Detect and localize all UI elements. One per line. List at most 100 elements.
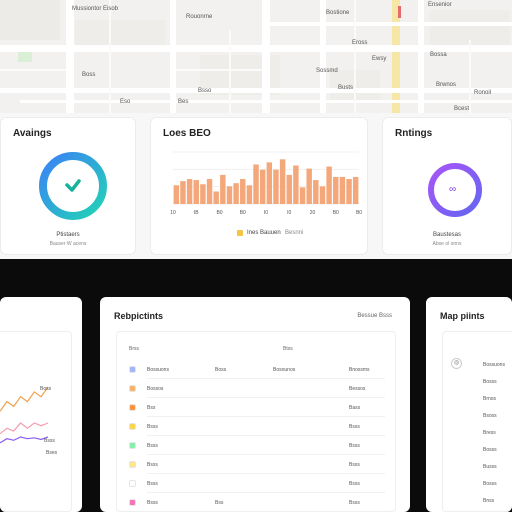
map-label: Eross <box>352 40 368 46</box>
bar[interactable] <box>293 165 299 204</box>
card-caption: Baustesas <box>432 232 462 238</box>
map-point-item[interactable]: Bosss <box>483 379 497 385</box>
table-row[interactable]: Bsss Bsss <box>117 436 395 455</box>
map-label: Eso <box>120 99 131 105</box>
table-row[interactable]: Bss Bass <box>117 398 395 417</box>
bar[interactable] <box>173 185 180 204</box>
bar[interactable] <box>333 176 339 204</box>
map-point-item[interactable]: Brnos <box>483 396 497 402</box>
progress-ring <box>428 163 482 217</box>
map-point-item[interactable]: Bosss <box>483 481 497 487</box>
table-cell: Bosounos <box>273 367 296 373</box>
bar[interactable] <box>233 183 239 204</box>
bar[interactable] <box>339 176 346 204</box>
x-tick-label: B0 <box>356 210 362 216</box>
table-row[interactable]: Bsss Bsss <box>117 455 395 474</box>
table-cell: Bsss <box>147 481 158 487</box>
bar[interactable] <box>220 174 226 204</box>
card-subcaption: Abse ol onns <box>432 241 462 247</box>
x-tick-label: IB <box>194 210 199 216</box>
x-tick-label: 10 <box>170 210 176 216</box>
bar[interactable] <box>326 166 332 204</box>
map-label: Bcest <box>454 106 470 112</box>
map-point-item[interactable]: Bress <box>483 430 496 436</box>
row-divider <box>147 416 385 417</box>
table-cell: Bnossms <box>349 367 370 373</box>
rntings-card[interactable]: Rntings ∞ Baustesas Abse ol onns <box>382 117 512 255</box>
map-label: Ewsy <box>372 56 387 62</box>
bottom-panels: Boss Bsss Bses Rebpictints Bessue Bsss B… <box>0 259 512 512</box>
map-label: Bsso <box>198 88 212 94</box>
map-view[interactable]: Mussiontor Eisob Rouonrne Bostione Ensen… <box>0 0 512 113</box>
row-icon <box>129 480 136 487</box>
location-pin-icon: ◎ <box>451 358 462 369</box>
map-label: Mussiontor Eisob <box>72 6 119 12</box>
map-label: Boss <box>82 72 96 78</box>
bar[interactable] <box>193 180 199 204</box>
bar[interactable] <box>206 179 213 204</box>
bar[interactable] <box>313 180 319 204</box>
table-row[interactable]: Bossos Bessos <box>117 379 395 398</box>
map-label: Ronoil <box>474 90 492 96</box>
bar[interactable] <box>306 168 312 204</box>
card-subcaption: Bauser W acens <box>49 241 87 247</box>
table-panel[interactable]: Rebpictints Bessue Bsss Brss Btss Bossuo… <box>100 297 410 512</box>
bar[interactable] <box>319 186 326 204</box>
row-icon <box>129 385 136 392</box>
row-divider <box>147 492 385 493</box>
table-row[interactable]: Bsss Bsss <box>117 474 395 493</box>
loes-chart-card[interactable]: Loes BEO 10 IB B0 B0 I0 I0 20 B0 B0 Ines Bauuen … <box>150 117 368 255</box>
bar[interactable] <box>240 179 246 204</box>
x-tick-label: I0 <box>287 210 291 216</box>
panel-title: Rebpictints <box>114 311 164 321</box>
bar[interactable] <box>352 176 359 204</box>
bar-chart: 10 IB B0 B0 I0 I0 20 B0 B0 <box>170 151 362 216</box>
bar[interactable] <box>180 181 186 204</box>
bar[interactable] <box>266 162 273 204</box>
map-point-item[interactable]: Bsoss <box>483 413 497 419</box>
row-icon <box>129 442 136 449</box>
table-cell: Bass <box>349 405 361 411</box>
table-cell: Bss <box>215 500 224 506</box>
legend-label: Ines Bauuen <box>247 230 281 236</box>
map-label: Brwnos <box>436 82 457 88</box>
legend-sub: Besnni <box>285 230 304 236</box>
map-point-item[interactable]: Bossuons <box>483 362 505 368</box>
map-label: Bossa <box>430 52 447 58</box>
bar[interactable] <box>346 179 352 204</box>
bar[interactable] <box>246 185 253 204</box>
table-row[interactable]: Bossuons Boss Bosounos Bnossms <box>117 360 395 379</box>
map-point-item[interactable]: Busss <box>483 464 497 470</box>
table-cell: Bessos <box>349 386 366 392</box>
bar[interactable] <box>213 191 219 204</box>
card-title: Avaings <box>13 128 52 139</box>
map-label: Rouonrne <box>186 14 213 20</box>
row-icon <box>129 461 136 468</box>
bar[interactable] <box>259 169 266 204</box>
map-point-item[interactable]: Bosss <box>483 447 497 453</box>
card-title: Rntings <box>395 128 433 139</box>
bar[interactable] <box>299 187 306 204</box>
bar[interactable] <box>286 174 292 204</box>
line-chart-panel[interactable]: Boss Bsss Bses <box>0 297 82 512</box>
bar[interactable] <box>200 184 206 204</box>
table-cell: Bsss <box>349 424 360 430</box>
map-point-item[interactable]: Bnss <box>483 498 495 504</box>
row-divider <box>147 397 385 398</box>
bar[interactable] <box>253 164 259 204</box>
table: Brss Btss Bossuons Boss Bosounos Bnossms Bos… <box>116 331 396 512</box>
bar[interactable] <box>279 159 286 204</box>
line-chart <box>0 386 49 444</box>
table-row[interactable]: Bsss Bss Bsss <box>117 493 395 512</box>
line-chart-frame <box>0 331 72 512</box>
check-icon <box>65 179 81 192</box>
view-all-link[interactable]: Bessue Bsss <box>357 313 392 319</box>
bar[interactable] <box>186 179 193 204</box>
bar[interactable] <box>273 169 279 204</box>
row-icon <box>129 499 136 506</box>
bar[interactable] <box>226 186 233 204</box>
table-row[interactable]: Bsss Bsss <box>117 417 395 436</box>
map-points-panel[interactable]: Map piints ◎ Bossuons Bosss Brnos Bsoss Bres… <box>426 297 512 512</box>
ratings-card[interactable]: Avaings Ptistaers Bauser W acens <box>0 117 136 255</box>
panel-title: Map piints <box>440 311 485 321</box>
